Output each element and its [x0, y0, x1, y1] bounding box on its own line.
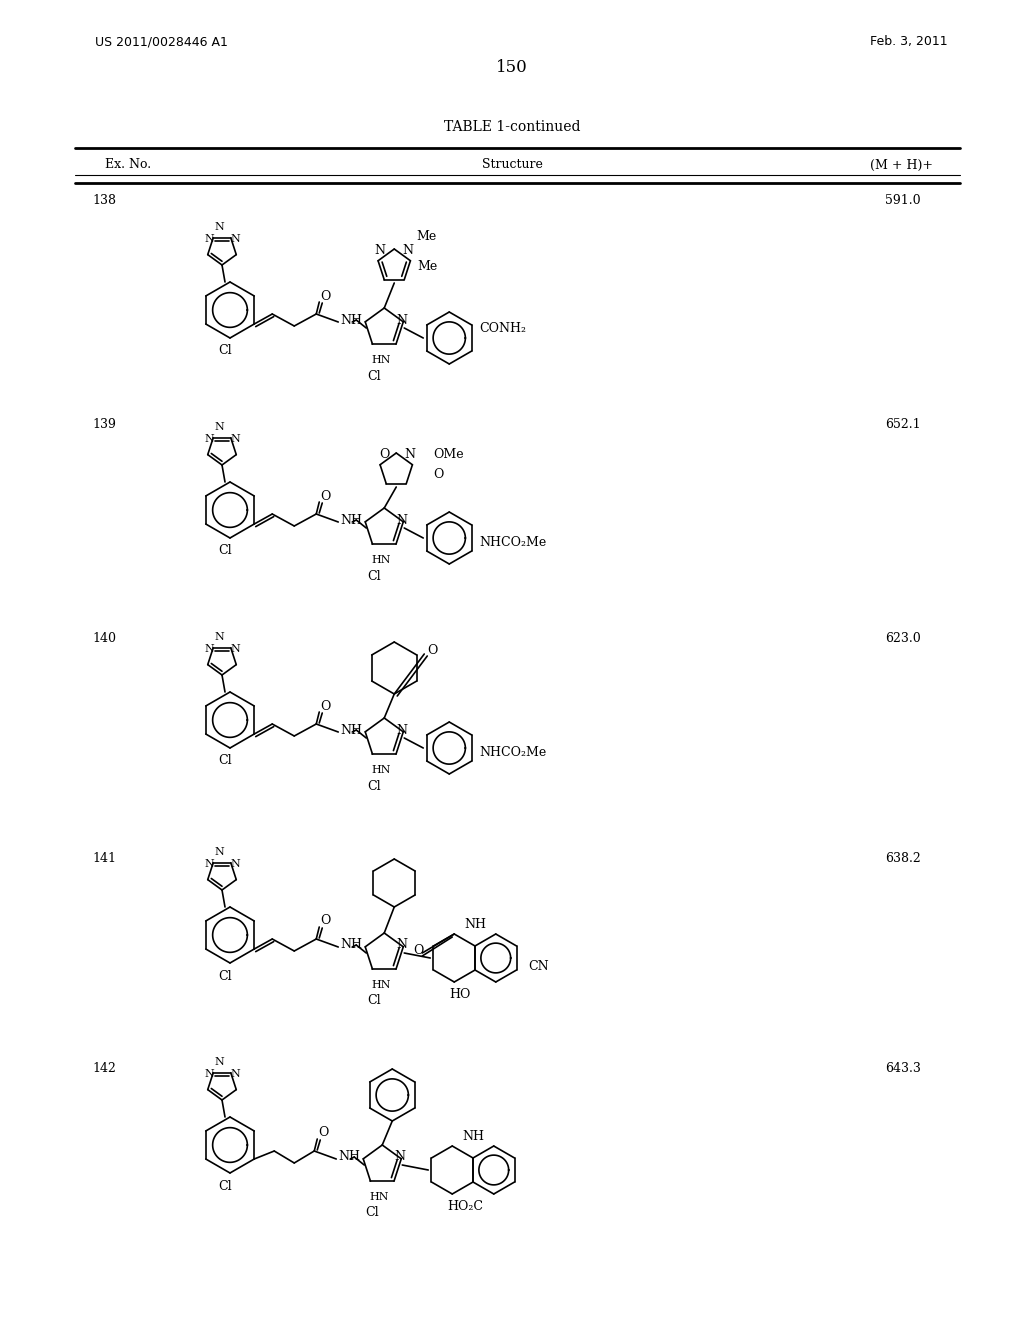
- Text: Me: Me: [416, 231, 436, 243]
- Text: Cl: Cl: [218, 544, 231, 557]
- Text: N: N: [396, 723, 408, 737]
- Text: N: N: [230, 234, 240, 244]
- Text: N: N: [204, 434, 214, 444]
- Text: O: O: [427, 644, 437, 656]
- Text: N: N: [230, 1069, 240, 1078]
- Text: N: N: [214, 222, 224, 232]
- Text: HN: HN: [372, 979, 391, 990]
- Text: O: O: [321, 490, 331, 503]
- Text: HN: HN: [372, 554, 391, 565]
- Text: N: N: [204, 1069, 214, 1078]
- Text: 141: 141: [92, 851, 116, 865]
- Text: NH: NH: [464, 917, 486, 931]
- Text: 138: 138: [92, 194, 116, 206]
- Text: N: N: [214, 847, 224, 857]
- Text: O: O: [321, 289, 331, 302]
- Text: N: N: [204, 859, 214, 869]
- Text: Cl: Cl: [368, 780, 381, 792]
- Text: N: N: [402, 244, 414, 257]
- Text: O: O: [318, 1126, 329, 1139]
- Text: Cl: Cl: [368, 569, 381, 582]
- Text: NH: NH: [340, 314, 362, 326]
- Text: Cl: Cl: [366, 1206, 379, 1220]
- Text: O: O: [379, 449, 389, 462]
- Text: 140: 140: [92, 631, 116, 644]
- Text: Cl: Cl: [218, 969, 231, 982]
- Text: NHCO₂Me: NHCO₂Me: [479, 747, 547, 759]
- Text: NH: NH: [462, 1130, 484, 1143]
- Text: NH: NH: [340, 513, 362, 527]
- Text: 643.3: 643.3: [885, 1061, 921, 1074]
- Text: N: N: [404, 449, 416, 462]
- Text: N: N: [230, 859, 240, 869]
- Text: US 2011/0028446 A1: US 2011/0028446 A1: [95, 36, 228, 49]
- Text: N: N: [396, 513, 408, 527]
- Text: 638.2: 638.2: [885, 851, 921, 865]
- Text: HN: HN: [372, 355, 391, 366]
- Text: O: O: [321, 700, 331, 713]
- Text: N: N: [375, 244, 386, 257]
- Text: CN: CN: [527, 960, 549, 973]
- Text: 623.0: 623.0: [885, 631, 921, 644]
- Text: N: N: [230, 644, 240, 653]
- Text: 139: 139: [92, 418, 116, 432]
- Text: HO: HO: [450, 987, 471, 1001]
- Text: Me: Me: [417, 260, 437, 272]
- Text: N: N: [396, 314, 408, 326]
- Text: Feb. 3, 2011: Feb. 3, 2011: [870, 36, 947, 49]
- Text: N: N: [204, 644, 214, 653]
- Text: Cl: Cl: [368, 994, 381, 1007]
- Text: NH: NH: [340, 723, 362, 737]
- Text: TABLE 1-continued: TABLE 1-continued: [443, 120, 581, 135]
- Text: Cl: Cl: [218, 345, 231, 358]
- Text: N: N: [394, 1151, 406, 1163]
- Text: N: N: [204, 234, 214, 244]
- Text: N: N: [214, 422, 224, 432]
- Text: (M + H)+: (M + H)+: [870, 158, 933, 172]
- Text: Structure: Structure: [481, 158, 543, 172]
- Text: 150: 150: [496, 59, 528, 77]
- Text: Ex. No.: Ex. No.: [105, 158, 152, 172]
- Text: N: N: [214, 632, 224, 642]
- Text: 142: 142: [92, 1061, 116, 1074]
- Text: NHCO₂Me: NHCO₂Me: [479, 536, 547, 549]
- Text: Cl: Cl: [218, 1180, 231, 1192]
- Text: N: N: [230, 434, 240, 444]
- Text: N: N: [396, 939, 408, 952]
- Text: HN: HN: [370, 1192, 389, 1203]
- Text: NH: NH: [340, 939, 362, 952]
- Text: Cl: Cl: [368, 370, 381, 383]
- Text: 652.1: 652.1: [885, 418, 921, 432]
- Text: Cl: Cl: [218, 755, 231, 767]
- Text: HN: HN: [372, 766, 391, 775]
- Text: O: O: [433, 469, 443, 482]
- Text: NH: NH: [338, 1151, 360, 1163]
- Text: CONH₂: CONH₂: [479, 322, 526, 334]
- Text: 591.0: 591.0: [885, 194, 921, 206]
- Text: O: O: [413, 944, 424, 957]
- Text: OMe: OMe: [433, 449, 464, 462]
- Text: O: O: [321, 915, 331, 928]
- Text: HO₂C: HO₂C: [447, 1200, 483, 1213]
- Text: N: N: [214, 1057, 224, 1067]
